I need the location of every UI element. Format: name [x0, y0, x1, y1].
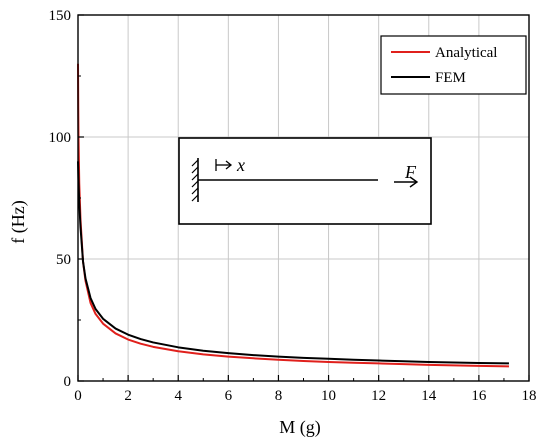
inset-schematic: x F — [178, 137, 432, 225]
x-axis-label: M (g) — [279, 417, 321, 438]
y-tick-label: 100 — [49, 130, 72, 146]
legend-label-analytical: Analytical — [435, 45, 497, 61]
y-tick-label: 150 — [49, 8, 72, 24]
y-axis-label: f (Hz) — [8, 200, 29, 243]
inset-label-f: F — [404, 162, 417, 182]
series-layer — [77, 63, 509, 368]
x-tick-label: 14 — [421, 388, 437, 404]
legend-box — [380, 35, 527, 95]
x-coordinate-arrow-icon — [215, 159, 233, 171]
inset-label-x: x — [236, 155, 245, 175]
inset-box — [178, 137, 432, 225]
legend: Analytical FEM — [380, 35, 527, 95]
force-arrow-icon — [394, 176, 419, 188]
x-tick-label: 10 — [321, 388, 336, 404]
y-tick-label: 50 — [56, 252, 71, 268]
x-tick-label: 12 — [371, 388, 386, 404]
series-line-fem — [77, 161, 509, 365]
x-tick-label: 18 — [522, 388, 537, 404]
x-tick-label: 2 — [124, 388, 132, 404]
x-tick-label: 6 — [225, 388, 233, 404]
x-tick-label: 4 — [174, 388, 182, 404]
x-tick-label: 0 — [74, 388, 82, 404]
fixed-support-hatch — [191, 159, 199, 202]
y-tick-label: 0 — [64, 374, 72, 390]
x-tick-label: 8 — [275, 388, 283, 404]
x-tick-label: 16 — [471, 388, 487, 404]
ticks: 0 2 4 6 8 10 12 14 16 18 0 50 100 150 — [49, 8, 537, 404]
legend-label-fem: FEM — [435, 70, 466, 86]
